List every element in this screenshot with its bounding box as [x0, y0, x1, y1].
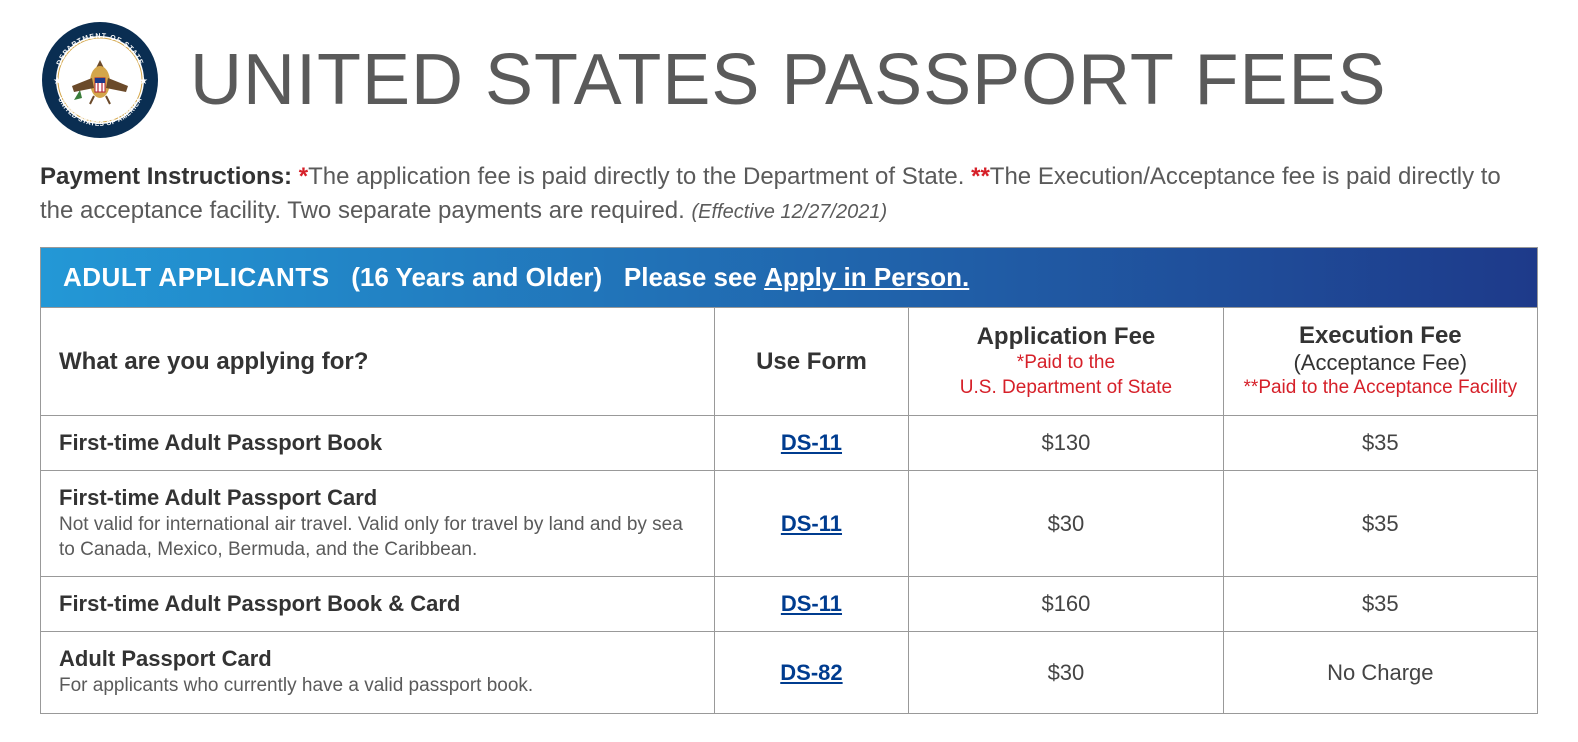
row-title: First-time Adult Passport Card — [59, 485, 696, 511]
table-row: First-time Adult Passport Book & Card DS-… — [41, 577, 1538, 632]
execfee-red: **Paid to the Acceptance Facility — [1242, 376, 1519, 401]
execfee-main: Execution Fee — [1299, 322, 1462, 349]
row-title: First-time Adult Passport Book — [59, 430, 696, 456]
section-title: ADULT APPLICANTS — [63, 262, 330, 292]
section-header-adult-applicants: ADULT APPLICANTS (16 Years and Older) Pl… — [40, 247, 1538, 307]
row-subtitle: Not valid for international air travel. … — [59, 513, 696, 562]
section-note-prefix: Please see — [624, 262, 764, 292]
apply-in-person-link[interactable]: Apply in Person. — [764, 262, 969, 292]
section-subtitle: (16 Years and Older) — [351, 262, 602, 292]
cell-form: DS-11 — [714, 415, 909, 470]
cell-form: DS-11 — [714, 470, 909, 576]
double-asterisk: ** — [971, 163, 990, 190]
form-link[interactable]: DS-11 — [781, 511, 842, 536]
effective-date: (Effective 12/27/2021) — [691, 201, 887, 223]
single-asterisk: * — [299, 163, 308, 190]
form-link[interactable]: DS-11 — [781, 591, 842, 616]
col-header-form-text: Use Form — [756, 348, 867, 375]
cell-what: Adult Passport CardFor applicants who cu… — [41, 632, 715, 714]
cell-execution-fee: $35 — [1223, 415, 1537, 470]
table-row: First-time Adult Passport Book DS-11 $130$… — [41, 415, 1538, 470]
cell-execution-fee: No Charge — [1223, 632, 1537, 714]
svg-text:★: ★ — [139, 76, 148, 87]
col-header-execution-fee: Execution Fee (Acceptance Fee) **Paid to… — [1223, 308, 1537, 416]
cell-application-fee: $30 — [909, 632, 1223, 714]
form-link[interactable]: DS-11 — [781, 430, 842, 455]
cell-form: DS-82 — [714, 632, 909, 714]
col-header-application-fee: Application Fee *Paid to the U.S. Depart… — [909, 308, 1223, 416]
cell-what: First-time Adult Passport Book — [41, 415, 715, 470]
appfee-red-2: U.S. Department of State — [927, 376, 1204, 401]
cell-what: First-time Adult Passport CardNot valid … — [41, 470, 715, 576]
form-link[interactable]: DS-82 — [780, 660, 842, 685]
fees-table: What are you applying for? Use Form Appl… — [40, 307, 1538, 714]
table-header-row: What are you applying for? Use Form Appl… — [41, 308, 1538, 416]
table-row: First-time Adult Passport CardNot valid … — [41, 470, 1538, 576]
row-subtitle: For applicants who currently have a vali… — [59, 674, 696, 699]
cell-application-fee: $30 — [909, 470, 1223, 576]
instructions-text-1: The application fee is paid directly to … — [308, 163, 971, 190]
state-department-seal-icon: DEPARTMENT OF STATE UNITED STATES OF AME… — [40, 20, 160, 140]
col-header-form: Use Form — [714, 308, 909, 416]
cell-application-fee: $130 — [909, 415, 1223, 470]
cell-what: First-time Adult Passport Book & Card — [41, 577, 715, 632]
appfee-red-1: *Paid to the — [927, 351, 1204, 376]
row-title: First-time Adult Passport Book & Card — [59, 591, 696, 617]
instructions-label: Payment Instructions: — [40, 163, 299, 190]
page-title: UNITED STATES PASSPORT FEES — [190, 44, 1387, 116]
col-header-what: What are you applying for? — [41, 308, 715, 416]
payment-instructions: Payment Instructions: *The application f… — [40, 160, 1538, 227]
table-row: Adult Passport CardFor applicants who cu… — [41, 632, 1538, 714]
cell-application-fee: $160 — [909, 577, 1223, 632]
svg-text:★: ★ — [53, 76, 62, 87]
execfee-sub: (Acceptance Fee) — [1242, 350, 1519, 376]
cell-form: DS-11 — [714, 577, 909, 632]
appfee-main: Application Fee — [977, 323, 1156, 350]
col-header-what-text: What are you applying for? — [59, 348, 368, 375]
cell-execution-fee: $35 — [1223, 577, 1537, 632]
header: DEPARTMENT OF STATE UNITED STATES OF AME… — [40, 20, 1538, 140]
row-title: Adult Passport Card — [59, 646, 696, 672]
cell-execution-fee: $35 — [1223, 470, 1537, 576]
